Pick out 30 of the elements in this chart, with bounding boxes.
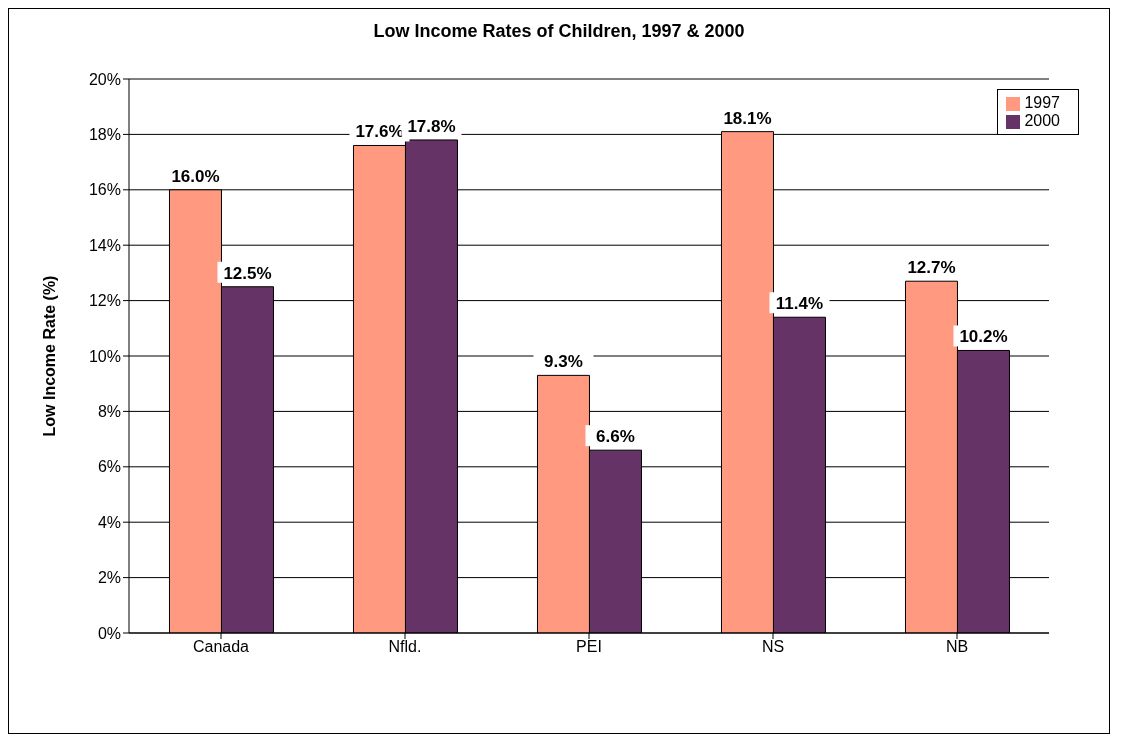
data-label: 18.1% (723, 108, 772, 128)
data-label: 12.5% (223, 263, 272, 283)
x-tick-label: Nfld. (388, 638, 422, 656)
y-tick-label: 6% (97, 458, 121, 476)
data-label: 16.0% (171, 166, 220, 186)
y-axis-title: Low Income Rate (%) (40, 275, 58, 437)
y-tick-label: 0% (97, 624, 121, 642)
y-tick-label: 10% (88, 347, 121, 365)
x-tick-label: NS (761, 638, 785, 656)
y-tick-label: 16% (88, 181, 121, 199)
y-tick-label: 2% (97, 569, 121, 587)
y-tick-label: 18% (88, 126, 121, 144)
data-label: 6.6% (596, 427, 635, 447)
y-tick-label: 8% (97, 403, 121, 421)
data-label: 10.2% (959, 327, 1008, 347)
legend-label: 1997 (1024, 94, 1060, 111)
x-tick-label: Canada (192, 638, 250, 656)
x-tick-label: NB (945, 638, 969, 656)
y-tick-label: 20% (88, 70, 121, 88)
data-label: 9.3% (544, 352, 583, 372)
data-label: 11.4% (775, 294, 824, 314)
x-tick-label: PEI (576, 638, 602, 656)
y-tick-label: 12% (88, 292, 121, 310)
y-tick-label: 14% (88, 236, 121, 254)
data-label: 12.7% (907, 258, 956, 278)
data-label: 17.8% (407, 116, 456, 136)
y-tick-label: 4% (97, 513, 121, 531)
data-label: 17.6% (355, 122, 404, 142)
legend-label: 2000 (1024, 112, 1060, 129)
chart-title: Low Income Rates of Children, 1997 & 2000 (372, 21, 746, 42)
